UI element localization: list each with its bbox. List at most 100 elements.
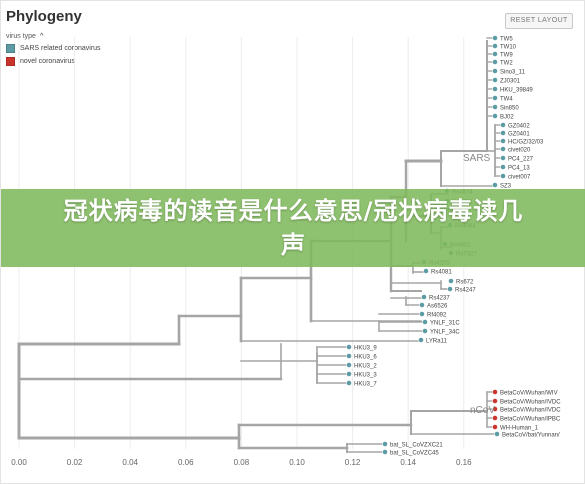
x-tick-label: 0.12 <box>345 458 361 467</box>
leaf-node[interactable] <box>422 319 428 325</box>
leaf-label[interactable]: TW5 <box>500 37 513 43</box>
leaf-node[interactable] <box>422 328 428 334</box>
leaf-node[interactable] <box>492 406 498 412</box>
legend-swatch <box>6 44 15 53</box>
legend-item-ncov[interactable]: novel coronavirus <box>6 57 101 66</box>
leaf-label[interactable]: As6526 <box>427 304 448 310</box>
legend: virus type ^ SARS related coronavirus no… <box>6 33 101 66</box>
leaf-node[interactable] <box>346 344 352 350</box>
leaf-label[interactable]: GZ0402 <box>508 124 530 130</box>
leaf-node[interactable] <box>500 146 506 152</box>
leaf-label[interactable]: BetaCoV/Wuhan/WIV <box>500 391 558 397</box>
leaf-label[interactable]: Rs672 <box>456 280 474 286</box>
leaf-label[interactable]: HKU3_9 <box>354 346 377 352</box>
leaf-label[interactable]: HKU3_6 <box>354 355 377 361</box>
leaf-label[interactable]: Rf4092 <box>427 313 447 319</box>
leaf-label[interactable]: SZ3 <box>500 184 512 190</box>
leaf-node[interactable] <box>494 431 500 437</box>
leaf-label[interactable]: BetaCoV/Wuhan/IPBC <box>500 417 561 423</box>
leaf-label[interactable]: Rs4247 <box>455 288 476 294</box>
x-axis: 0.00 0.02 0.04 0.06 0.08 0.10 0.12 0.14 0.16 <box>11 458 472 467</box>
page-title: Phylogeny <box>6 8 82 25</box>
leaf-node[interactable] <box>492 86 498 92</box>
leaf-label[interactable]: BetaCoV/Wuhan/IVDC <box>500 400 561 406</box>
leaf-node[interactable] <box>500 138 506 144</box>
leaf-node[interactable] <box>447 286 453 292</box>
x-tick-label: 0.10 <box>289 458 305 467</box>
leaf-node[interactable] <box>382 441 388 447</box>
leaf-label[interactable]: PC4_13 <box>508 166 530 172</box>
leaf-node[interactable] <box>346 380 352 386</box>
leaf-node[interactable] <box>500 122 506 128</box>
legend-header[interactable]: virus type ^ <box>6 33 101 40</box>
leaf-node[interactable] <box>346 371 352 377</box>
leaf-label[interactable]: BetaCoV/Wuhan/IVDC <box>500 408 561 414</box>
leaf-node[interactable] <box>492 35 498 41</box>
x-tick-label: 0.08 <box>234 458 250 467</box>
leaf-node[interactable] <box>423 268 429 274</box>
leaf-node[interactable] <box>346 362 352 368</box>
leaf-label[interactable]: Rs4237 <box>429 296 450 302</box>
leaf-node[interactable] <box>492 95 498 101</box>
leaf-node[interactable] <box>500 130 506 136</box>
leaf-node[interactable] <box>492 68 498 74</box>
x-tick-label: 0.02 <box>67 458 83 467</box>
clade-label-sars: SARS <box>463 153 491 164</box>
leaf-node[interactable] <box>492 398 498 404</box>
leaf-label[interactable]: GZ0401 <box>508 132 530 138</box>
x-tick-label: 0.04 <box>122 458 138 467</box>
chevron-up-icon[interactable]: ^ <box>39 33 44 40</box>
legend-swatch <box>6 57 15 66</box>
leaf-label[interactable]: HKU3_7 <box>354 382 377 388</box>
leaf-label[interactable]: LYRa11 <box>426 339 447 345</box>
leaf-node[interactable] <box>421 294 427 300</box>
leaf-label[interactable]: HC/GZ/32/03 <box>508 140 544 146</box>
leaf-label[interactable]: TW9 <box>500 53 513 59</box>
leaf-label[interactable]: WH-Human_1 <box>500 426 539 432</box>
leaf-node[interactable] <box>492 43 498 49</box>
leaf-node[interactable] <box>492 424 498 430</box>
leaf-label[interactable]: Sin850 <box>500 106 519 112</box>
leaf-node[interactable] <box>418 337 424 343</box>
leaf-node[interactable] <box>500 173 506 179</box>
leaf-node[interactable] <box>492 51 498 57</box>
leaf-label[interactable]: civet020 <box>508 148 531 154</box>
leaf-node[interactable] <box>492 113 498 119</box>
leaf-node[interactable] <box>382 449 388 455</box>
legend-label: SARS related coronavirus <box>20 45 101 52</box>
leaf-node[interactable] <box>500 164 506 170</box>
leaf-node[interactable] <box>492 389 498 395</box>
leaf-label[interactable]: bat_SL_CoVZC45 <box>390 451 439 457</box>
leaf-label[interactable]: YNLF_34C <box>430 330 460 336</box>
leaf-label[interactable]: ZJ0301 <box>500 79 521 85</box>
x-tick-label: 0.14 <box>400 458 416 467</box>
leaf-node[interactable] <box>492 77 498 83</box>
leaf-node[interactable] <box>419 311 425 317</box>
leaf-label[interactable]: HKU_39849 <box>500 88 533 94</box>
leaf-node[interactable] <box>492 415 498 421</box>
leaf-label[interactable]: Rs4081 <box>431 270 452 276</box>
leaf-label[interactable]: TW2 <box>500 61 513 67</box>
leaf-label[interactable]: YNLF_31C <box>430 321 460 327</box>
leaf-label[interactable]: Sino3_11 <box>500 70 526 76</box>
leaf-node[interactable] <box>346 353 352 359</box>
leaf-label[interactable]: TW10 <box>500 45 517 51</box>
reset-layout-button[interactable]: RESET LAYOUT <box>505 13 573 29</box>
leaf-node[interactable] <box>448 278 454 284</box>
leaf-label[interactable]: BJ02 <box>500 115 514 121</box>
leaf-label[interactable]: TW4 <box>500 97 513 103</box>
leaf-label[interactable]: HKU3_3 <box>354 373 377 379</box>
x-tick-label: 0.00 <box>11 458 27 467</box>
leaf-label[interactable]: PC4_227 <box>508 157 534 163</box>
leaf-node[interactable] <box>500 155 506 161</box>
leaf-label[interactable]: BetaCoV/bat/Yunnan/ <box>502 433 560 439</box>
overlay-banner: 冠状病毒的读音是什么意思/冠状病毒读几声 <box>1 189 585 267</box>
leaf-label[interactable]: HKU3_2 <box>354 364 377 370</box>
leaf-label[interactable]: bat_SL_CoVZXC21 <box>390 443 443 449</box>
leaf-node[interactable] <box>492 104 498 110</box>
legend-item-sars[interactable]: SARS related coronavirus <box>6 44 101 53</box>
leaf-label[interactable]: civet007 <box>508 175 531 181</box>
leaf-node[interactable] <box>419 302 425 308</box>
leaf-node[interactable] <box>492 59 498 65</box>
leaf-node[interactable] <box>492 182 498 188</box>
